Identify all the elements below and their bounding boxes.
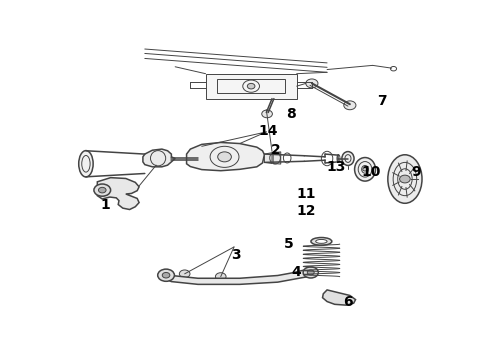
Circle shape bbox=[216, 273, 226, 280]
Text: 11: 11 bbox=[296, 187, 316, 201]
Text: 3: 3 bbox=[231, 248, 241, 262]
Circle shape bbox=[303, 267, 318, 278]
Circle shape bbox=[262, 110, 272, 118]
Ellipse shape bbox=[342, 152, 354, 166]
Text: 10: 10 bbox=[361, 165, 380, 179]
Circle shape bbox=[179, 270, 190, 278]
Circle shape bbox=[307, 270, 314, 275]
Circle shape bbox=[363, 168, 368, 171]
Text: 13: 13 bbox=[327, 159, 346, 174]
Polygon shape bbox=[187, 143, 265, 171]
Circle shape bbox=[162, 273, 170, 278]
Text: 14: 14 bbox=[258, 123, 278, 138]
Circle shape bbox=[247, 84, 255, 89]
Text: 4: 4 bbox=[292, 265, 301, 279]
Ellipse shape bbox=[316, 239, 327, 243]
Text: 12: 12 bbox=[296, 204, 316, 218]
Polygon shape bbox=[98, 177, 139, 210]
Polygon shape bbox=[206, 74, 297, 99]
Ellipse shape bbox=[388, 155, 422, 203]
Text: 6: 6 bbox=[343, 296, 353, 309]
Polygon shape bbox=[273, 152, 281, 164]
Text: 9: 9 bbox=[412, 165, 421, 179]
Circle shape bbox=[218, 152, 231, 162]
Polygon shape bbox=[143, 149, 175, 167]
Ellipse shape bbox=[355, 158, 375, 181]
Text: 8: 8 bbox=[286, 107, 296, 121]
Circle shape bbox=[94, 184, 111, 196]
Polygon shape bbox=[162, 269, 315, 284]
Circle shape bbox=[158, 269, 174, 281]
Circle shape bbox=[400, 175, 410, 183]
Text: 5: 5 bbox=[284, 237, 294, 251]
Ellipse shape bbox=[79, 150, 93, 177]
Text: 1: 1 bbox=[100, 198, 110, 212]
Circle shape bbox=[306, 79, 318, 88]
Polygon shape bbox=[265, 153, 272, 163]
Text: 7: 7 bbox=[377, 94, 387, 108]
Ellipse shape bbox=[311, 238, 332, 245]
Circle shape bbox=[98, 187, 106, 193]
Text: 2: 2 bbox=[271, 143, 281, 157]
Polygon shape bbox=[322, 290, 356, 305]
Circle shape bbox=[344, 101, 356, 110]
